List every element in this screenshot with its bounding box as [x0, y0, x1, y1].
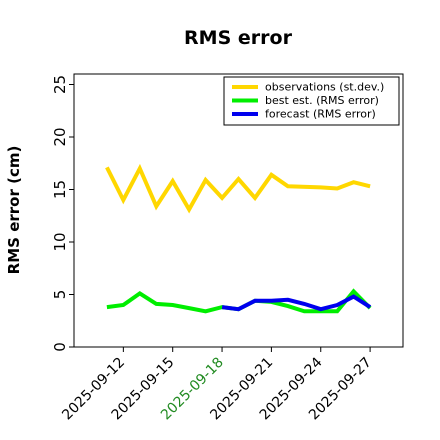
y-tick-label: 25: [51, 75, 69, 94]
legend-label: observations (st.dev.): [265, 81, 384, 94]
legend-label: forecast (RMS error): [265, 108, 376, 121]
plot-area: [73, 73, 404, 348]
y-tick-label: 15: [51, 180, 69, 199]
y-tick-label: 10: [51, 232, 69, 251]
y-tick-label: 0: [51, 342, 69, 352]
series-line-1: [105, 163, 371, 214]
y-tick-label: 20: [51, 127, 69, 146]
chart-title: RMS error: [184, 27, 293, 49]
y-axis-label: RMS error (cm): [5, 146, 23, 275]
series-layer: [105, 163, 372, 314]
y-tick-label: 5: [51, 290, 69, 300]
y-ticks: 0 5 10 15 20 25: [51, 75, 74, 352]
legend: observations (st.dev.)best est. (RMS err…: [223, 76, 400, 126]
x-ticks: 2025-09-122025-09-152025-09-182025-09-21…: [59, 347, 375, 423]
legend-label: best est. (RMS error): [265, 94, 379, 107]
series-line-3: [221, 294, 372, 312]
plot-frame: [73, 73, 404, 348]
